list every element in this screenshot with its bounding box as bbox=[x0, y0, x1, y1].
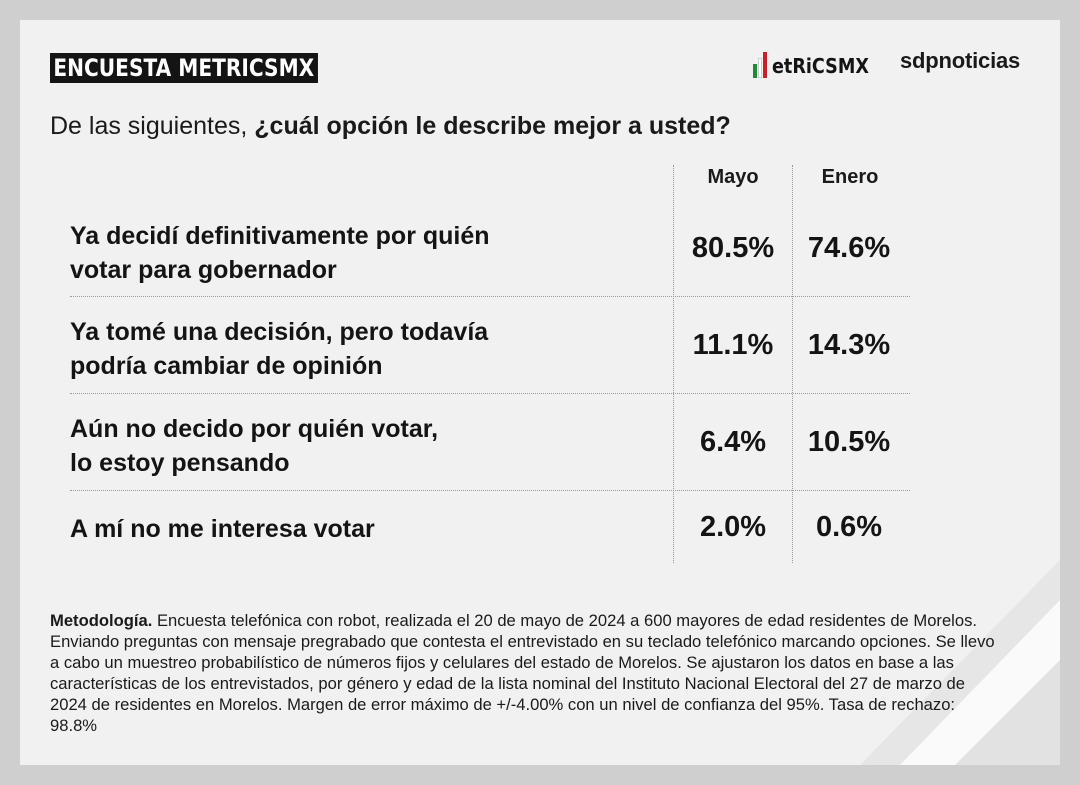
row-3-label-line2: lo estoy pensando bbox=[70, 449, 290, 477]
column-header-enero: Enero bbox=[821, 166, 879, 188]
row-2-label: Ya tomé una decisión, pero todavía podrí… bbox=[70, 315, 488, 383]
row-4-enero-value: 0.6% bbox=[815, 511, 883, 543]
sdpnoticias-logo: sdpnoticias bbox=[900, 48, 1021, 73]
flag-bars-icon bbox=[753, 48, 768, 78]
question-strong: ¿cuál opción le describe mejor a usted? bbox=[254, 112, 731, 140]
row-2-mayo-value: 11.1% bbox=[692, 329, 774, 361]
row-3-enero-value: 10.5% bbox=[807, 426, 891, 458]
row-3-label: Aún no decido por quién votar, lo estoy … bbox=[70, 412, 438, 480]
flag-white-bar bbox=[758, 58, 762, 78]
question-text: De las siguientes, ¿cuál opción le descr… bbox=[50, 112, 731, 141]
row-3-mayo-value: 6.4% bbox=[699, 426, 767, 458]
flag-green-bar bbox=[753, 64, 757, 78]
metricsmx-logo-text: etRiCSMX bbox=[772, 54, 869, 78]
row-1-enero-value: 74.6% bbox=[807, 232, 891, 264]
row-2-label-line2: podría cambiar de opinión bbox=[70, 352, 383, 380]
methodology-note: Metodología. Encuesta telefónica con rob… bbox=[50, 610, 1000, 736]
metricsmx-logo: etRiCSMX bbox=[753, 44, 882, 78]
row-4-label: A mí no me interesa votar bbox=[70, 512, 375, 546]
row-2-enero-value: 14.3% bbox=[807, 329, 891, 361]
poll-card: ENCUESTA METRICSMX etRiCSMX sdpnoticias … bbox=[20, 20, 1060, 765]
row-1-label-line2: votar para gobernador bbox=[70, 256, 337, 284]
row-separator bbox=[70, 490, 910, 491]
row-separator bbox=[70, 296, 910, 297]
question-lead: De las siguientes, bbox=[50, 112, 255, 140]
flag-red-bar bbox=[763, 52, 767, 78]
row-separator bbox=[70, 393, 910, 394]
row-4-mayo-value: 2.0% bbox=[699, 511, 767, 543]
row-1-label-line1: Ya decidí definitivamente por quién bbox=[70, 222, 490, 250]
column-divider-left bbox=[673, 165, 674, 563]
methodology-text: Encuesta telefónica con robot, realizada… bbox=[50, 611, 995, 735]
survey-title: ENCUESTA METRICSMX bbox=[50, 53, 318, 83]
column-divider-right bbox=[792, 165, 793, 563]
row-2-label-line1: Ya tomé una decisión, pero todavía bbox=[70, 318, 489, 346]
row-1-mayo-value: 80.5% bbox=[691, 232, 775, 264]
row-3-label-line1: Aún no decido por quién votar, bbox=[70, 415, 439, 443]
row-1-label: Ya decidí definitivamente por quién vota… bbox=[70, 219, 490, 287]
row-4-label-line1: A mí no me interesa votar bbox=[70, 515, 375, 543]
methodology-label: Metodología. bbox=[50, 611, 153, 630]
column-header-mayo: Mayo bbox=[707, 166, 759, 188]
